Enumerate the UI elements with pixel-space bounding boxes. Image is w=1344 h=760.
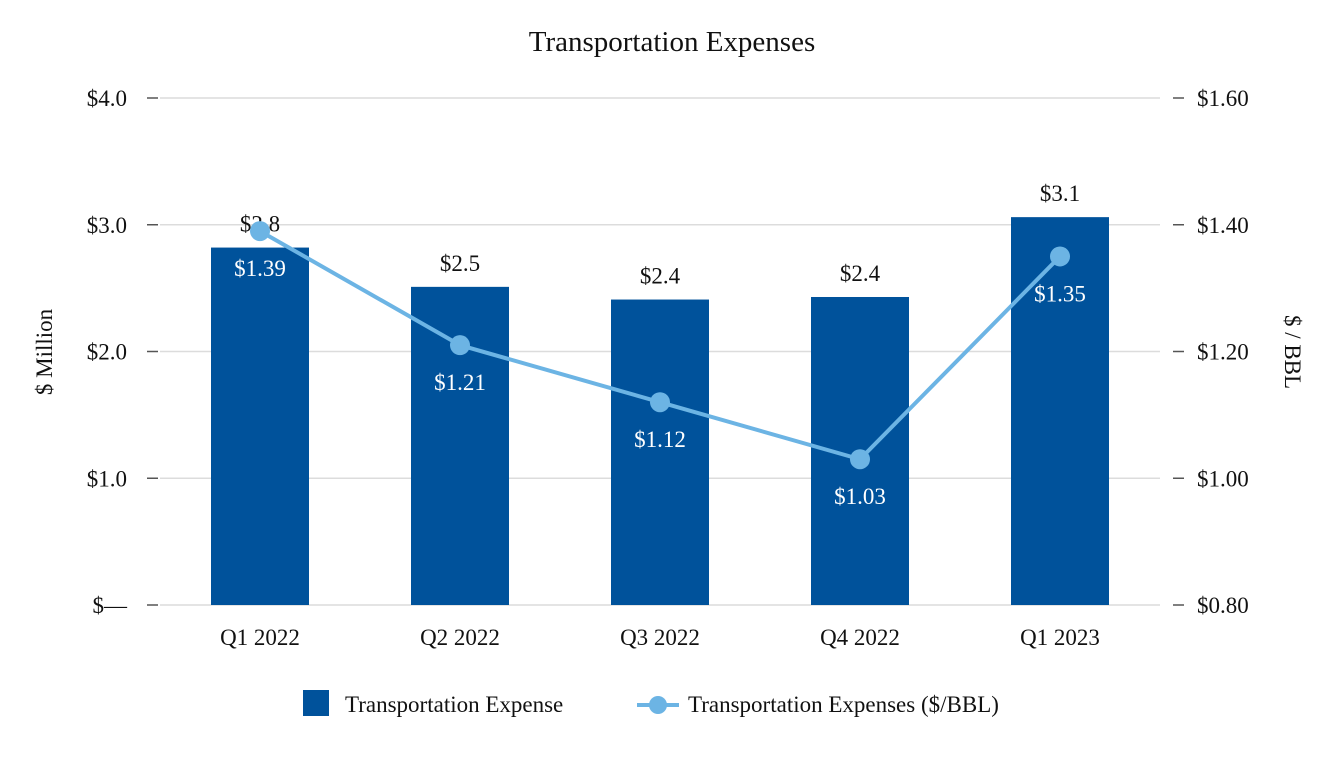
line-data-label: $1.39 [234,256,286,281]
line-data-labels: $1.39 $1.21 $1.12 $1.03 $1.35 [234,256,1086,509]
left-tick-label: $4.0 [87,86,127,111]
category-label: Q2 2022 [420,625,500,650]
bar-data-label: $3.1 [1040,181,1080,206]
line-data-label: $1.21 [434,370,486,395]
right-tick-label: $1.60 [1197,86,1249,111]
line-series [250,221,1070,470]
bar-data-label: $2.5 [440,251,480,276]
category-label: Q1 2022 [220,625,300,650]
category-label: Q4 2022 [820,625,900,650]
left-tick-label: $2.0 [87,340,127,365]
bar-data-label: $2.4 [640,264,681,289]
line-data-label: $1.35 [1034,281,1086,306]
right-axis-label: $ / BBL [1280,315,1305,389]
chart-title: Transportation Expenses [529,26,816,58]
bar-data-labels: $2.8$2.5$2.4$2.4$3.1 [240,181,1080,288]
line-point [450,335,470,356]
right-tick-label: $1.20 [1197,340,1249,365]
left-tick-label: $— [93,593,129,618]
line-point [850,449,870,470]
legend-bar-swatch [303,690,329,716]
line-data-label: $1.03 [834,484,886,509]
legend: Transportation Expense Transportation Ex… [303,690,999,717]
right-axis: $0.80 $1.00 $1.20 $1.40 $1.60 [1173,86,1249,618]
category-label: Q3 2022 [620,625,700,650]
line-point [650,392,670,413]
line-data-label: $1.12 [634,427,686,452]
legend-line-label: Transportation Expenses ($/BBL) [688,692,999,717]
line-point [250,221,270,242]
line-point [1050,246,1070,267]
right-tick-label: $0.80 [1197,593,1249,618]
legend-bar-label: Transportation Expense [345,692,563,717]
bar [411,286,509,605]
legend-line-marker [649,696,667,714]
bar [211,247,309,605]
left-axis-label: $ Million [32,308,57,395]
right-tick-label: $1.00 [1197,466,1249,491]
category-axis: Q1 2022 Q2 2022 Q3 2022 Q4 2022 Q1 2023 [220,625,1100,650]
right-tick-label: $1.40 [1197,213,1249,238]
category-label: Q1 2023 [1020,625,1100,650]
left-tick-label: $1.0 [87,466,127,491]
left-tick-label: $3.0 [87,213,127,238]
left-axis: $— $1.0 $2.0 $3.0 $4.0 [87,86,158,618]
bar-data-label: $2.4 [840,261,881,286]
bar [1011,217,1109,605]
bar [611,299,709,605]
